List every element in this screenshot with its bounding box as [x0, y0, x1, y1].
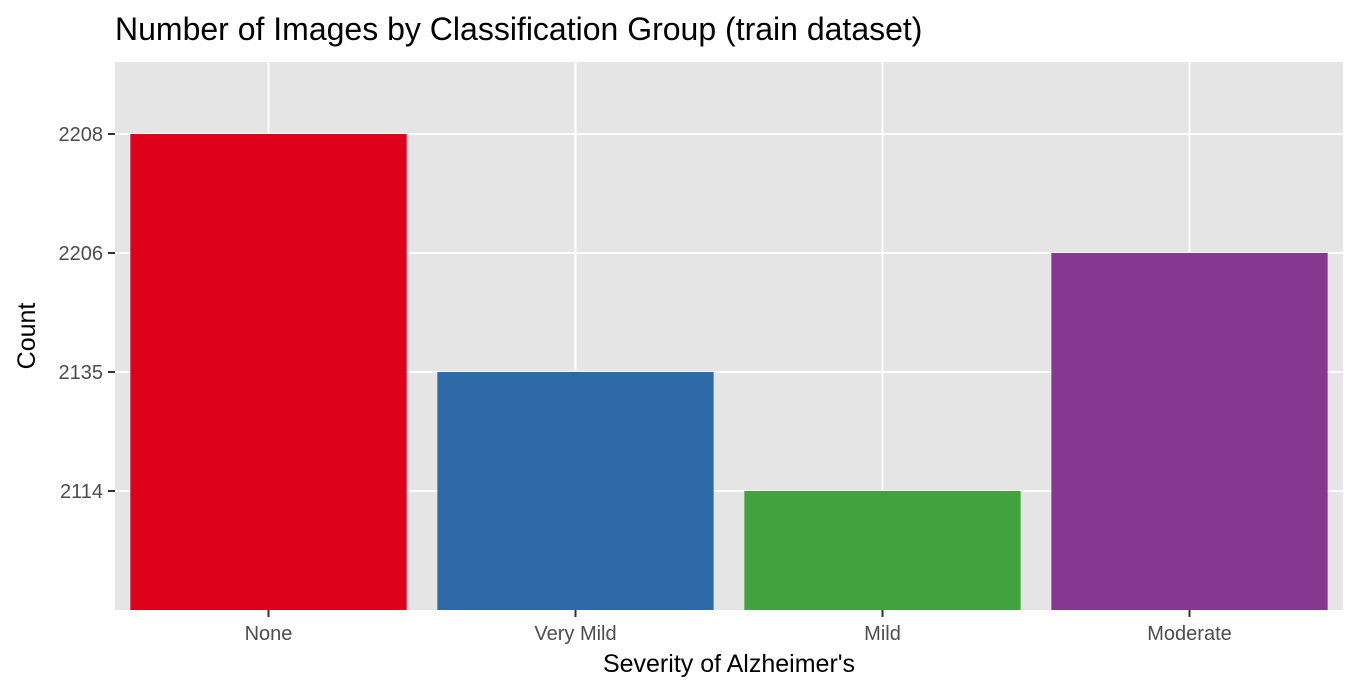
y-tick-label: 2206	[59, 243, 104, 265]
y-tick-label: 2114	[60, 481, 103, 503]
x-tick-label: Very Mild	[534, 623, 616, 645]
bars	[130, 134, 1328, 610]
bar-mild	[744, 491, 1021, 610]
x-tick-label: Mild	[864, 623, 901, 645]
x-axis-title: Severity of Alzheimer's	[603, 650, 855, 678]
y-axis-title: Count	[13, 303, 41, 370]
bar-moderate	[1051, 253, 1328, 610]
y-tick-label: 2135	[59, 362, 104, 384]
bar-none	[130, 134, 407, 610]
bar-very-mild	[437, 372, 714, 610]
x-axis: None Very Mild Mild Moderate	[245, 610, 1232, 645]
x-tick-label: Moderate	[1147, 623, 1232, 645]
y-axis: 2114 2135 2206 2208	[59, 124, 115, 503]
chart-title: Number of Images by Classification Group…	[115, 11, 922, 47]
y-tick-label: 2208	[59, 124, 104, 146]
x-tick-label: None	[245, 623, 293, 645]
